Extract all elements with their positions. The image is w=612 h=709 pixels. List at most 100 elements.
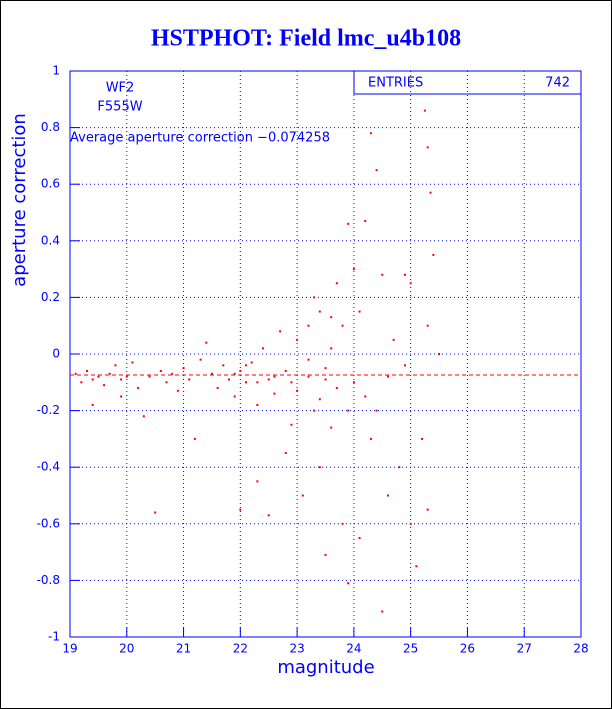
point <box>318 398 321 401</box>
point <box>386 494 389 497</box>
x-tick-label: 26 <box>460 642 475 656</box>
point <box>290 381 293 384</box>
point <box>335 282 338 285</box>
point <box>86 369 89 372</box>
stats-label: ENTRIES <box>368 76 423 91</box>
point <box>199 358 202 361</box>
point <box>262 347 265 350</box>
point <box>307 375 310 378</box>
point <box>227 378 230 381</box>
point <box>103 384 106 387</box>
point <box>403 364 406 367</box>
point <box>296 389 299 392</box>
point <box>182 367 185 370</box>
point <box>358 536 361 539</box>
point <box>245 381 248 384</box>
x-tick-label: 27 <box>517 642 532 656</box>
point <box>313 409 316 412</box>
stats-value: 742 <box>545 76 570 91</box>
point <box>409 282 412 285</box>
point <box>381 273 384 276</box>
plot-frame <box>69 70 582 638</box>
point <box>120 395 123 398</box>
point <box>403 273 406 276</box>
point <box>330 316 333 319</box>
point <box>108 372 111 375</box>
point <box>347 582 350 585</box>
point <box>165 381 168 384</box>
y-tick-label: -1 <box>48 630 60 644</box>
point <box>352 381 355 384</box>
point <box>307 358 310 361</box>
point <box>176 389 179 392</box>
point <box>307 324 310 327</box>
point <box>273 392 276 395</box>
point <box>216 386 219 389</box>
point <box>256 381 259 384</box>
point <box>205 341 208 344</box>
x-tick-label: 25 <box>403 642 418 656</box>
point <box>432 253 435 256</box>
point <box>335 386 338 389</box>
point <box>296 338 299 341</box>
x-axis-label: magnitude <box>277 657 374 678</box>
y-tick-label: 0.8 <box>41 120 60 134</box>
point <box>330 347 333 350</box>
point <box>364 219 367 222</box>
point <box>97 375 100 378</box>
point <box>233 395 236 398</box>
point <box>193 437 196 440</box>
point <box>131 361 134 364</box>
point <box>233 372 236 375</box>
point <box>426 508 429 511</box>
point <box>313 296 316 299</box>
point <box>301 494 304 497</box>
annotation: WF2 <box>106 81 135 96</box>
y-tick-label: 1 <box>52 64 60 78</box>
point <box>375 409 378 412</box>
point <box>423 109 426 112</box>
point <box>415 565 418 568</box>
point <box>142 415 145 418</box>
point <box>273 375 276 378</box>
y-tick-label: 0.2 <box>41 290 60 304</box>
annotation: F555W <box>97 100 142 115</box>
point <box>324 378 327 381</box>
point <box>210 372 213 375</box>
point <box>284 369 287 372</box>
point <box>392 338 395 341</box>
point <box>369 437 372 440</box>
y-axis-label: aperture correction <box>9 113 30 287</box>
point <box>290 423 293 426</box>
point <box>256 403 259 406</box>
point <box>324 553 327 556</box>
point <box>125 375 128 378</box>
point <box>80 381 83 384</box>
point <box>341 324 344 327</box>
point <box>267 514 270 517</box>
point <box>148 375 151 378</box>
point <box>386 375 389 378</box>
point <box>330 426 333 429</box>
chart-title: HSTPHOT: Field lmc_u4b108 <box>151 26 461 52</box>
y-tick-label: 0.6 <box>41 177 60 191</box>
point <box>341 522 344 525</box>
point <box>188 378 191 381</box>
point <box>239 508 242 511</box>
point <box>222 364 225 367</box>
point <box>369 132 372 135</box>
point <box>284 452 287 455</box>
point <box>91 378 94 381</box>
x-tick-label: 19 <box>62 642 77 656</box>
y-tick-label: -0.6 <box>37 516 60 530</box>
point <box>347 409 350 412</box>
point <box>421 437 424 440</box>
x-tick-label: 20 <box>119 642 134 656</box>
point <box>256 480 259 483</box>
point <box>409 522 412 525</box>
point <box>426 324 429 327</box>
x-tick-label: 24 <box>346 642 361 656</box>
point <box>74 372 77 375</box>
